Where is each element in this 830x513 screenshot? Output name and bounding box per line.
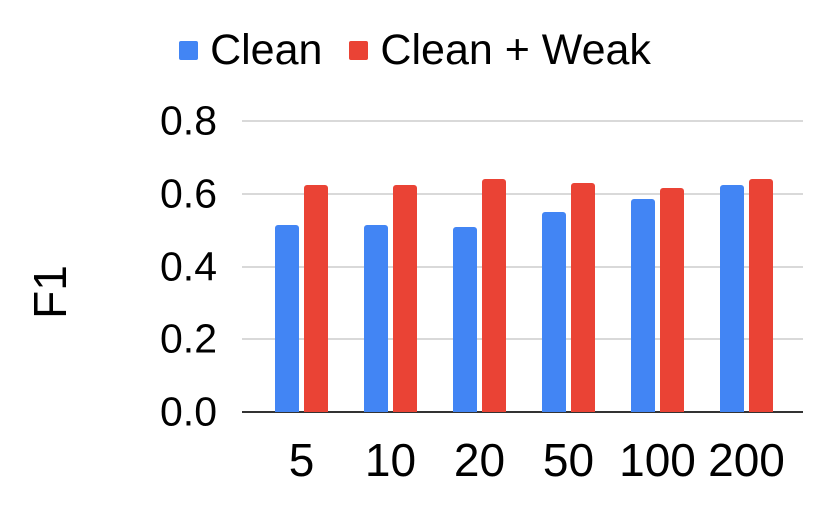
x-tick-label-10: 10 (364, 433, 417, 487)
bar-group-50 (542, 121, 595, 412)
bar-groups (275, 121, 773, 412)
legend-swatch-clean-weak-icon (349, 41, 369, 61)
x-axis-tick-labels: 5 10 20 50 100 200 (275, 433, 785, 487)
bar-clean-100 (631, 199, 655, 412)
legend-swatch-clean-icon (179, 41, 199, 61)
y-tick-label-0.0: 0.0 (160, 388, 217, 435)
y-axis-tick-labels: 0.0 0.2 0.4 0.6 0.8 (0, 98, 217, 435)
gridline-0.2 (242, 338, 803, 341)
y-tick-label-0.4: 0.4 (160, 243, 217, 289)
gridline-0.4 (242, 265, 803, 268)
x-tick-label-200: 200 (708, 433, 785, 487)
bar-clean-weak-5 (304, 184, 328, 412)
x-tick-label-100: 100 (619, 433, 696, 487)
bar-clean-weak-50 (571, 182, 595, 412)
x-tick-label-50: 50 (542, 433, 595, 487)
y-tick-label-0.6: 0.6 (160, 170, 217, 217)
bar-clean-5 (275, 224, 299, 412)
legend-label-clean: Clean (210, 26, 323, 74)
bar-clean-10 (364, 224, 388, 412)
bar-clean-50 (542, 211, 566, 412)
x-tick-label-5: 5 (275, 433, 328, 487)
x-tick-label-text: 200 (708, 434, 785, 486)
x-tick-label-text: 5 (288, 434, 315, 486)
y-tick-label-0.2: 0.2 (160, 315, 217, 362)
bar-clean-20 (453, 226, 477, 412)
x-axis-baseline (242, 411, 803, 413)
x-tick-label-text: 50 (542, 434, 595, 486)
plot-area (242, 120, 803, 413)
gridline-0.8 (242, 120, 803, 122)
legend-label-clean-weak: Clean + Weak (380, 26, 651, 74)
gridline-0.6 (242, 192, 803, 195)
legend-item-clean: Clean (179, 26, 322, 75)
x-tick-label-text: 100 (619, 434, 696, 486)
x-tick-label-text: 20 (453, 434, 506, 486)
bar-clean-weak-10 (393, 184, 417, 412)
bar-clean-weak-100 (660, 188, 684, 412)
bar-clean-weak-20 (482, 179, 506, 412)
x-tick-label-text: 10 (364, 434, 417, 486)
bar-clean-200 (720, 184, 744, 412)
bar-group-5 (275, 121, 328, 412)
bar-group-200 (720, 121, 773, 412)
bar-group-100 (631, 121, 684, 412)
bar-group-10 (364, 121, 417, 412)
y-tick-label-0.8: 0.8 (160, 97, 217, 144)
x-tick-label-20: 20 (453, 433, 506, 487)
bar-clean-weak-200 (749, 179, 773, 412)
legend-item-clean-weak: Clean + Weak (349, 26, 651, 75)
chart-legend: Clean Clean + Weak (0, 26, 830, 75)
bar-group-20 (453, 121, 506, 412)
